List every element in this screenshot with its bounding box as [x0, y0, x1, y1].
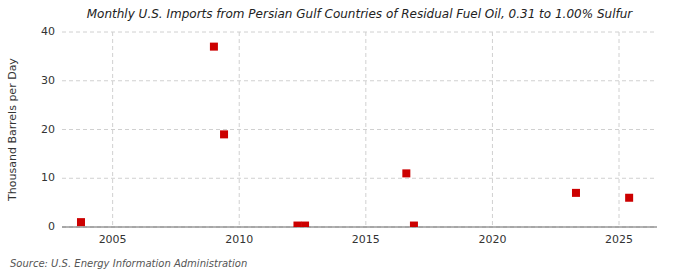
point	[293, 222, 301, 227]
y-grid-line	[62, 80, 657, 81]
point	[402, 169, 410, 177]
x-grid-line	[619, 32, 620, 227]
x-tick-label: 2005	[99, 233, 127, 246]
point	[410, 222, 418, 227]
title: Monthly U.S. Imports from Persian Gulf C…	[87, 7, 634, 21]
y-grid-line	[62, 129, 657, 130]
point	[572, 189, 580, 197]
x-tick-label: 2025	[605, 233, 633, 246]
point	[77, 218, 85, 226]
x-grid-line	[239, 32, 240, 227]
y-tick-label: 30	[41, 74, 55, 87]
x-grid-line	[112, 32, 113, 227]
x-tick-label: 2020	[478, 233, 506, 246]
x-grid-line	[492, 32, 493, 227]
x-grid-line	[365, 32, 366, 227]
point	[625, 194, 633, 202]
x-axis-line	[62, 227, 657, 228]
y-grid-line	[62, 227, 657, 228]
tick-labels: 0 10 20 30 40 2005 2010 2015 2020 2025	[41, 25, 633, 246]
y-tick-label: 0	[48, 220, 55, 233]
y-tick-label: 20	[41, 123, 55, 136]
points	[77, 43, 633, 227]
x-tick-label: 2015	[352, 233, 380, 246]
source: Source: U.S. Energy Information Administ…	[10, 258, 247, 269]
point	[301, 222, 309, 227]
point	[220, 130, 228, 138]
point	[210, 43, 218, 51]
grid	[62, 32, 657, 227]
y-axis-label: Thousand Barrels per Day	[6, 58, 19, 202]
y-tick-label: 10	[41, 171, 55, 184]
y-grid-line	[62, 178, 657, 179]
y-tick-label: 40	[41, 25, 55, 38]
y-grid-line	[62, 32, 657, 33]
x-tick-label: 2010	[225, 233, 253, 246]
chart: 0 10 20 30 40 2005 2010 2015 2020 2025 Monthly U.S…	[0, 0, 675, 275]
